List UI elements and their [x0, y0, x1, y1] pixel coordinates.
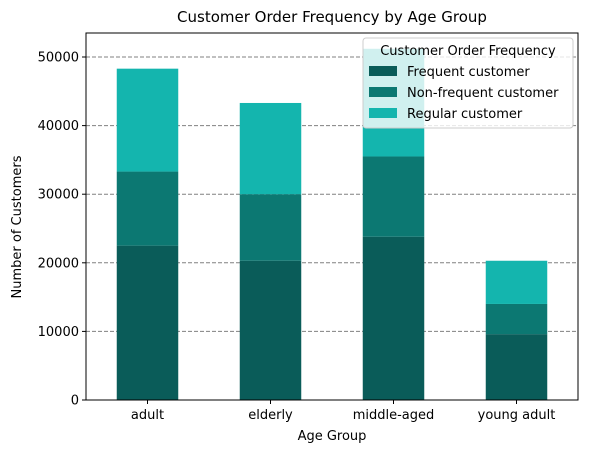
plot-frame	[85, 32, 579, 401]
y-tick-label: 30000	[38, 188, 79, 203]
bar-segment	[116, 245, 179, 400]
y-tick-label: 10000	[38, 325, 79, 340]
legend-swatch	[369, 108, 397, 118]
legend-title: Customer Order Frequency	[380, 44, 556, 59]
y-axis-label: Number of Customers	[10, 155, 25, 298]
x-tick-label: young adult	[478, 408, 556, 423]
legend-swatch	[369, 66, 397, 76]
bar-segment	[116, 68, 179, 172]
legend-items: Frequent customer Non-frequent customer Re…	[369, 65, 559, 122]
y-tick-label: 40000	[38, 119, 79, 134]
legend-box	[362, 37, 574, 129]
x-tick-label: middle-aged	[353, 408, 435, 423]
y-tick-label: 20000	[38, 256, 79, 271]
x-tick-label: adult	[131, 408, 164, 423]
bar-segment	[362, 236, 425, 400]
legend: Customer Order Frequency Frequent custom…	[362, 37, 574, 129]
bar-segment	[116, 171, 179, 246]
bar-segment	[485, 303, 548, 335]
legend-label: Non-frequent customer	[407, 86, 559, 101]
y-tick-label: 50000	[38, 51, 79, 66]
bar-segment	[239, 102, 302, 195]
bar-segment	[239, 260, 302, 400]
bar-segment	[239, 194, 302, 261]
x-tick-label: elderly	[248, 408, 293, 423]
bar-segment	[485, 334, 548, 400]
x-axis-label: Age Group	[298, 429, 367, 444]
bar-segment	[362, 156, 425, 237]
y-tick-label: 0	[71, 394, 79, 409]
legend-label: Frequent customer	[407, 65, 530, 80]
bar-segment	[485, 260, 548, 304]
legend-label: Regular customer	[407, 107, 523, 122]
chart-title: Customer Order Frequency by Age Group	[177, 8, 487, 26]
axis-layer: 0 10000 20000 30000 40000 50000 adult elderly mi…	[38, 51, 556, 423]
legend-swatch	[369, 87, 397, 97]
